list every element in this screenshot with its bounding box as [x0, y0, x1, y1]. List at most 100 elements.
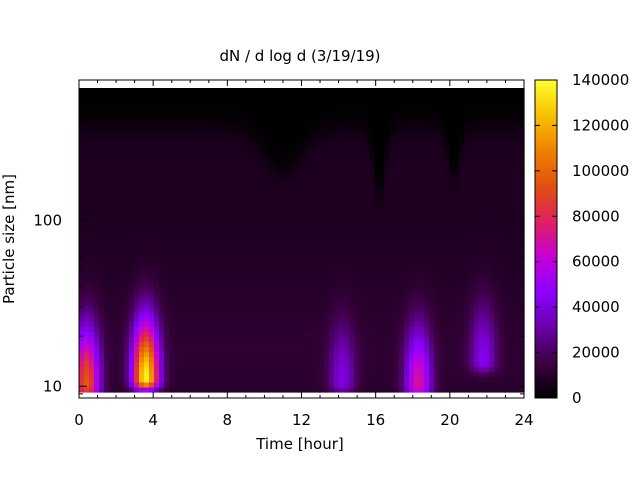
heatmap-cell — [209, 341, 215, 347]
heatmap-cell — [389, 209, 395, 216]
heatmap-cell — [484, 326, 490, 332]
heatmap-cell — [204, 189, 210, 195]
heatmap-cell — [159, 351, 165, 358]
heatmap-cell — [234, 224, 240, 231]
heatmap-cell — [469, 321, 475, 327]
heatmap-cell — [129, 209, 135, 216]
heatmap-cell — [104, 300, 110, 307]
heatmap-cell — [344, 128, 350, 135]
heatmap-cell — [364, 179, 370, 185]
heatmap-cell — [379, 371, 385, 378]
heatmap-cell — [444, 255, 450, 261]
heatmap-cell — [249, 326, 255, 332]
heatmap-cell — [289, 341, 295, 347]
heatmap-cell — [334, 290, 340, 297]
heatmap-cell — [399, 98, 405, 104]
heatmap-cell — [174, 199, 180, 206]
heatmap-cell — [404, 234, 410, 241]
heatmap-cell — [484, 310, 490, 317]
heatmap-cell — [284, 229, 290, 236]
heatmap-cell — [254, 351, 260, 358]
heatmap-cell — [209, 260, 215, 266]
heatmap-cell — [189, 366, 195, 373]
heatmap-cell — [409, 270, 415, 277]
heatmap-cell — [354, 204, 360, 211]
heatmap-cell — [144, 174, 150, 180]
heatmap-cell — [79, 143, 85, 150]
heatmap-cell — [384, 143, 390, 150]
heatmap-cell — [149, 376, 155, 383]
heatmap-cell — [419, 351, 425, 358]
heatmap-cell — [219, 174, 225, 180]
heatmap-cell — [244, 214, 250, 221]
heatmap-cell — [224, 386, 230, 393]
heatmap-cell — [174, 189, 180, 195]
heatmap-cell — [219, 336, 225, 342]
heatmap-cell — [329, 245, 335, 251]
heatmap-cell — [319, 240, 325, 246]
heatmap-cell — [399, 113, 405, 119]
heatmap-cell — [424, 265, 430, 271]
heatmap-cell — [319, 199, 325, 206]
heatmap-cell — [119, 336, 125, 342]
heatmap-cell — [429, 189, 435, 195]
heatmap-cell — [329, 321, 335, 327]
heatmap-cell — [449, 148, 455, 155]
heatmap-cell — [284, 250, 290, 256]
heatmap-cell — [429, 209, 435, 216]
heatmap-cell — [269, 214, 275, 221]
heatmap-cell — [219, 270, 225, 277]
heatmap-cell — [179, 219, 185, 226]
heatmap-cell — [144, 184, 150, 190]
heatmap-cell — [179, 179, 185, 185]
heatmap-cell — [149, 108, 155, 114]
heatmap-cell — [414, 321, 420, 327]
heatmap-cell — [314, 174, 320, 180]
heatmap-cell — [449, 103, 455, 109]
heatmap-cell — [364, 204, 370, 211]
heatmap-cell — [234, 133, 240, 140]
heatmap-cell — [114, 371, 120, 378]
heatmap-cell — [474, 290, 480, 297]
heatmap-cell — [464, 88, 470, 94]
heatmap-cell — [294, 240, 300, 246]
heatmap-cell — [169, 158, 175, 165]
heatmap-cell — [224, 164, 230, 170]
heatmap-cell — [414, 189, 420, 195]
heatmap-cell — [319, 174, 325, 180]
heatmap-cell — [159, 310, 165, 317]
heatmap-cell — [104, 356, 110, 363]
heatmap-cell — [199, 138, 205, 145]
heatmap-cell — [174, 305, 180, 312]
heatmap-cell — [409, 118, 415, 125]
heatmap-cell — [254, 250, 260, 256]
heatmap-cell — [384, 224, 390, 231]
heatmap-cell — [294, 356, 300, 363]
heatmap-cell — [194, 199, 200, 206]
heatmap-cell — [434, 199, 440, 206]
heatmap-cell — [244, 381, 250, 388]
heatmap-cell — [104, 224, 110, 231]
heatmap-cell — [354, 158, 360, 165]
heatmap-cell — [449, 275, 455, 282]
heatmap-cell — [404, 118, 410, 125]
heatmap-cell — [244, 179, 250, 185]
heatmap-cell — [204, 88, 210, 94]
heatmap-cell — [464, 219, 470, 226]
heatmap-cell — [94, 108, 100, 114]
heatmap-cell — [269, 184, 275, 190]
heatmap-cell — [149, 346, 155, 353]
heatmap-cell — [459, 255, 465, 261]
heatmap-cell — [424, 290, 430, 297]
heatmap-cell — [289, 316, 295, 322]
heatmap-cell — [149, 321, 155, 327]
heatmap-cell — [79, 240, 85, 246]
heatmap-cell — [254, 103, 260, 109]
heatmap-cell — [244, 290, 250, 297]
heatmap-cell — [469, 179, 475, 185]
heatmap-cell — [414, 300, 420, 307]
heatmap-cell — [84, 209, 90, 216]
heatmap-cell — [89, 361, 95, 368]
heatmap-cell — [339, 240, 345, 246]
heatmap-cell — [164, 326, 170, 332]
